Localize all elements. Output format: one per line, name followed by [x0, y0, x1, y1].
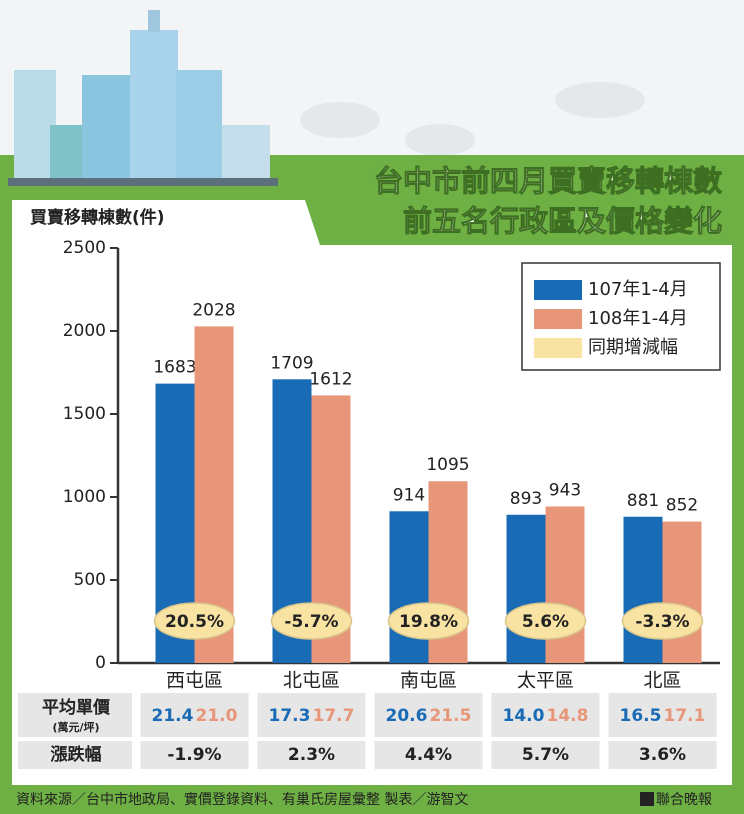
- cloud: [300, 102, 380, 138]
- price-change: 3.6%: [639, 745, 686, 765]
- table-row-label: 平均單價: [42, 697, 111, 718]
- price-107: 14.0: [503, 706, 545, 726]
- bar-value-label: 893: [510, 489, 542, 509]
- change-label: 5.6%: [522, 612, 569, 632]
- legend-swatch: [534, 338, 582, 358]
- price-108: 17.7: [313, 706, 355, 726]
- x-tick-label: 北屯區: [283, 670, 340, 692]
- price-108: 21.5: [430, 706, 472, 726]
- bar-value-label: 914: [393, 485, 425, 505]
- legend-label: 108年1-4月: [588, 308, 688, 329]
- table-row-unit: (萬元/坪): [52, 720, 99, 734]
- table-cell: [140, 741, 249, 769]
- bar-value-label: 881: [627, 491, 659, 511]
- cloud: [555, 82, 645, 118]
- y-tick-label: 1000: [63, 487, 106, 507]
- change-badge: [153, 602, 236, 640]
- y-tick-label: 0: [95, 653, 106, 673]
- bar-value-label: 1683: [153, 358, 196, 378]
- title: 台中市前四月買賣移轉棟數: [374, 164, 722, 198]
- price-107: 17.3: [269, 706, 311, 726]
- x-tick-label: 西屯區: [166, 670, 223, 692]
- price-107: 20.6: [386, 706, 428, 726]
- y-tick-label: 2000: [63, 321, 106, 341]
- bar: [506, 514, 546, 663]
- price-108: 17.1: [664, 706, 706, 726]
- change-badge: [621, 602, 704, 640]
- bar: [662, 521, 702, 663]
- y-tick-label: 2500: [63, 238, 106, 258]
- bar-value-label: 2028: [192, 300, 235, 320]
- bar-value-label: 1709: [270, 353, 313, 373]
- source: 資料來源／台中市地政局、實價登錄資料、有巢氏房屋彙整 製表／游智文: [16, 791, 468, 808]
- change-badge: [270, 602, 353, 640]
- table-cell: [491, 741, 600, 769]
- cloud: [405, 124, 475, 156]
- bar: [389, 511, 429, 663]
- bar: [623, 516, 663, 663]
- price-change: 5.7%: [522, 745, 569, 765]
- table-cell: [140, 693, 249, 737]
- table-cell: [491, 693, 600, 737]
- price-107: 21.4: [152, 706, 194, 726]
- bar-value-label: 1095: [426, 455, 469, 475]
- table-cell: [608, 693, 717, 737]
- price-107: 16.5: [620, 706, 662, 726]
- table-label-cell: [18, 693, 132, 737]
- table-row-label: 漲跌幅: [51, 744, 102, 765]
- y-tick-label: 500: [74, 570, 106, 590]
- publisher-icon: [640, 792, 654, 806]
- bar-value-label: 852: [666, 496, 698, 516]
- table-cell: [374, 741, 483, 769]
- y-axis-label: 買賣移轉棟數(件): [30, 207, 165, 228]
- table-label-cell: [18, 741, 132, 769]
- legend-swatch: [534, 280, 582, 300]
- price-change: -1.9%: [167, 745, 221, 765]
- change-label: -5.7%: [284, 612, 338, 632]
- change-badge: [387, 602, 470, 640]
- y-tick-label: 1500: [63, 404, 106, 424]
- bar-value-label: 1612: [309, 369, 352, 389]
- legend-label: 107年1-4月: [588, 279, 688, 300]
- title: 前五名行政區及價格變化: [403, 204, 722, 238]
- change-label: 19.8%: [399, 612, 458, 632]
- price-change: 4.4%: [405, 745, 452, 765]
- buildings: [8, 10, 278, 186]
- price-change: 2.3%: [288, 745, 335, 765]
- table-cell: [608, 741, 717, 769]
- x-tick-label: 南屯區: [400, 670, 457, 692]
- x-tick-label: 太平區: [517, 670, 574, 692]
- title-banner: [290, 155, 744, 245]
- table-cell: [257, 741, 366, 769]
- price-108: 21.0: [196, 706, 238, 726]
- table-cell: [374, 693, 483, 737]
- table-cell: [257, 693, 366, 737]
- legend-label: 同期增減幅: [588, 337, 678, 358]
- legend-swatch: [534, 309, 582, 329]
- publisher: 聯合晚報: [656, 792, 712, 808]
- bar-value-label: 943: [549, 480, 581, 500]
- change-label: 20.5%: [165, 612, 224, 632]
- change-label: -3.3%: [635, 612, 689, 632]
- price-108: 14.8: [547, 706, 589, 726]
- x-tick-label: 北區: [643, 670, 681, 692]
- change-badge: [504, 602, 587, 640]
